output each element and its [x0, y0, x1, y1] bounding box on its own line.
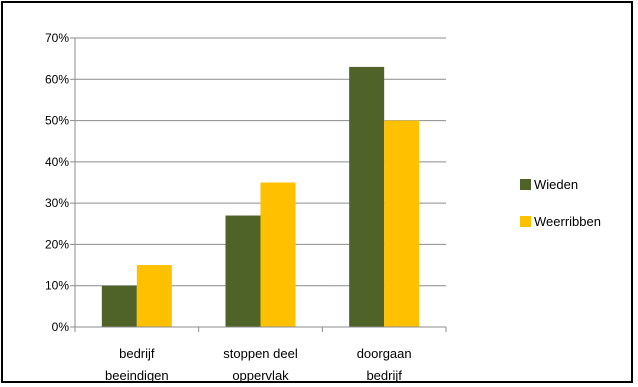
bar-weerribben-1: [136, 265, 172, 327]
y-tick-label: 50%: [45, 114, 69, 128]
y-tick-label: 30%: [45, 196, 69, 210]
bar-wieden-2: [225, 215, 261, 327]
y-axis-ticks: 0% 10% 20% 30% 40% 50% 60% 70%: [45, 31, 75, 334]
bar-wieden-3: [349, 66, 385, 328]
legend-wieden-swatch: [520, 179, 531, 190]
y-tick-label: 70%: [45, 31, 69, 45]
bar-weerribben-3: [384, 120, 420, 327]
y-tick-label: 40%: [45, 155, 69, 169]
y-tick-label: 20%: [45, 237, 69, 251]
x-axis-labels: bedrijf beeindigen stoppen deel oppervlak do…: [105, 346, 412, 383]
legend: Wieden Weerribben: [520, 177, 601, 229]
y-tick-label: 0%: [52, 320, 70, 334]
bar-wieden-1: [101, 285, 137, 327]
legend-weerribben-label: Weerribben: [534, 214, 601, 229]
legend-wieden-label: Wieden: [534, 177, 578, 192]
bars: [101, 66, 420, 328]
x-tick-label: stoppen deel oppervlak: [223, 346, 298, 383]
x-tick-label: bedrijf beeindigen: [105, 346, 169, 383]
bar-weerribben-2: [260, 182, 296, 327]
x-tick-label: doorgaan bedrijf: [357, 346, 412, 383]
y-tick-label: 60%: [45, 72, 69, 86]
legend-weerribben-swatch: [520, 216, 531, 227]
axes: [74, 38, 447, 332]
y-tick-label: 10%: [45, 279, 69, 293]
